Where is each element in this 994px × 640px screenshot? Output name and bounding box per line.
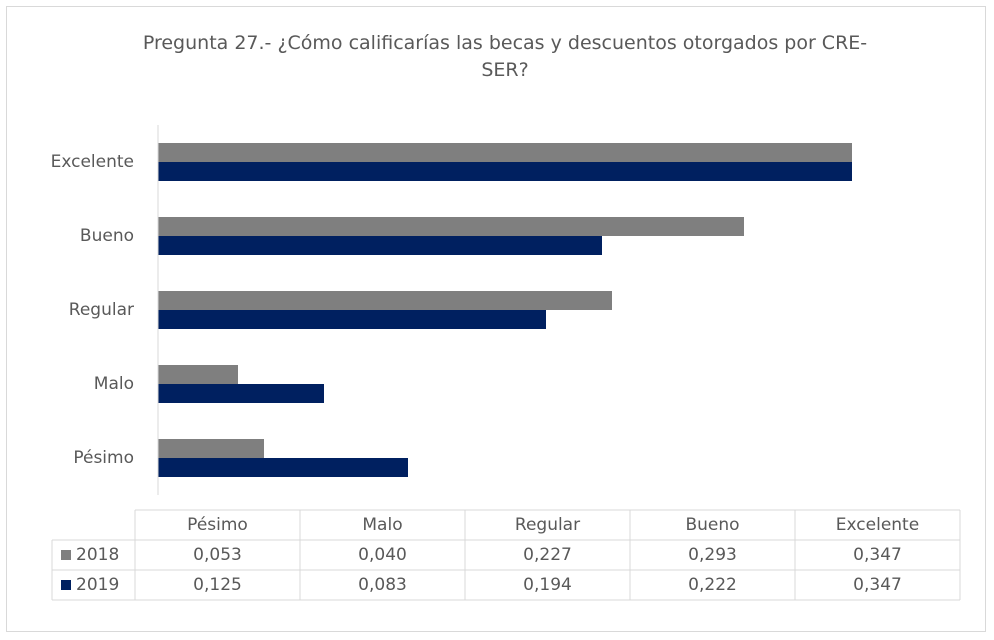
legend-swatch — [61, 580, 71, 590]
table-value: 0,227 — [523, 545, 572, 565]
bar — [158, 439, 264, 458]
bar — [158, 162, 852, 181]
table-header: Malo — [362, 515, 402, 535]
bar — [158, 217, 744, 236]
category-label: Bueno — [80, 226, 134, 246]
table-value: 0,347 — [853, 545, 902, 565]
bar — [158, 458, 408, 477]
bar — [158, 365, 238, 384]
table-value: 0,083 — [358, 575, 407, 595]
bar — [158, 236, 602, 255]
legend-label: 2018 — [76, 545, 119, 565]
legend-swatch — [61, 550, 71, 560]
bar — [158, 291, 612, 310]
table-header: Regular — [515, 515, 580, 535]
table-value: 0,222 — [688, 575, 737, 595]
table-value: 0,053 — [193, 545, 242, 565]
category-label: Pésimo — [73, 448, 134, 468]
table-value: 0,293 — [688, 545, 737, 565]
table-value: 0,194 — [523, 575, 572, 595]
table-value: 0,040 — [358, 545, 407, 565]
bar — [158, 310, 546, 329]
category-label: Excelente — [51, 152, 134, 172]
chart-title: Pregunta 27.- ¿Cómo calificarías las bec… — [142, 32, 868, 81]
category-label: Regular — [69, 300, 134, 320]
bar — [158, 143, 852, 162]
bar — [158, 384, 324, 403]
chart-frame — [6, 6, 986, 632]
category-label: Malo — [94, 374, 134, 394]
table-value: 0,347 — [853, 575, 902, 595]
legend-label: 2019 — [76, 575, 119, 595]
table-value: 0,125 — [193, 575, 242, 595]
table-header: Bueno — [685, 515, 739, 535]
table-header: Excelente — [836, 515, 919, 535]
table-header: Pésimo — [187, 515, 248, 535]
